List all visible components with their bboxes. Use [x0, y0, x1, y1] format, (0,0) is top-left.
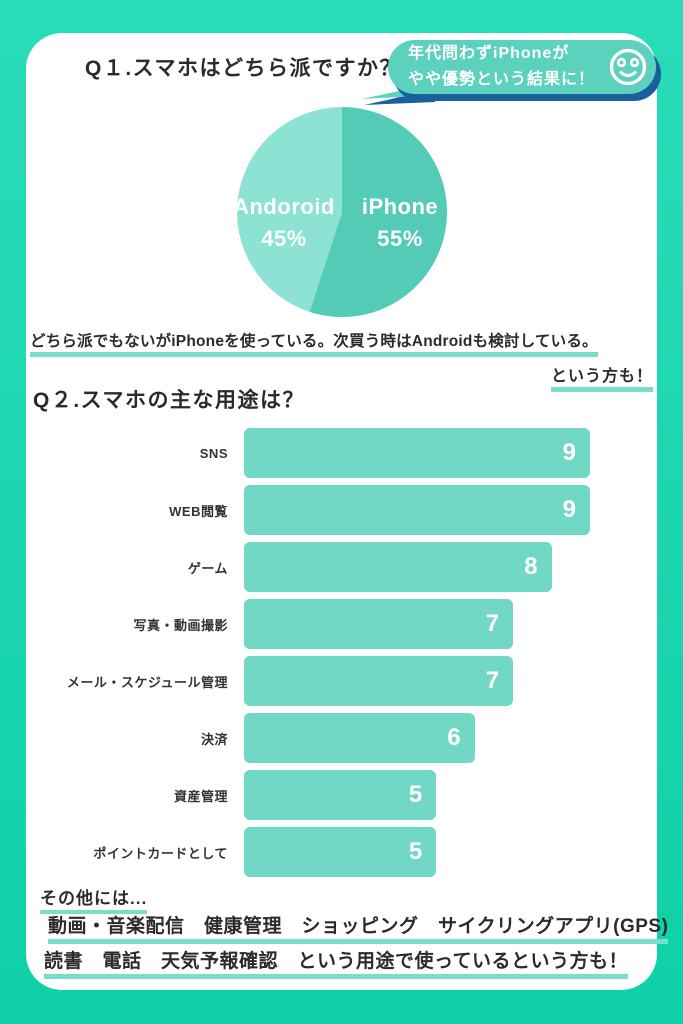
bar-label: ポイントカードとして — [93, 845, 228, 861]
bar: 8 — [244, 542, 552, 592]
bar: 9 — [244, 428, 590, 478]
q1-result-bubble: 年代問わずiPhoneが やや優勢という結果に！ — [388, 40, 656, 94]
q1-pie-chart: Andoroid 45% iPhone 55% — [233, 107, 447, 317]
bar-value: 7 — [485, 610, 500, 637]
bar: 7 — [244, 599, 514, 649]
pie-slice-iphone — [309, 107, 447, 317]
smiley-icon — [609, 48, 647, 86]
bar-value: 9 — [562, 496, 576, 523]
pie-label-iphone-name: iPhone — [361, 194, 439, 219]
bar-row: メール・スケジュール管理 7 — [38, 656, 628, 706]
pie-label-android-name: Andoroid — [233, 194, 335, 219]
bar-label: WEB閲覧 — [169, 503, 228, 519]
others-line-1: 動画・音楽配信 健康管理 ショッピング サイクリングアプリ(GPS) — [48, 911, 669, 944]
bar: 7 — [244, 656, 514, 706]
bar-row: ポイントカードとして 5 — [38, 827, 628, 877]
q1-note-line1: どちら派でもないがiPhoneを使っている。次買う時はAndroidも検討してい… — [30, 329, 598, 357]
bar-label: メール・スケジュール管理 — [66, 674, 228, 690]
bar: 9 — [244, 485, 590, 535]
bar-value: 9 — [562, 439, 576, 466]
speech-bubble-tail — [362, 81, 435, 105]
bar-row: 資産管理 5 — [38, 770, 628, 820]
bar-value: 6 — [447, 724, 461, 751]
bar-label: ゲーム — [187, 560, 228, 576]
bar-value: 8 — [524, 553, 538, 580]
bar: 5 — [244, 827, 437, 877]
others-line-2: 読書 電話 天気予報確認 という用途で使っているという方も！ — [44, 946, 629, 979]
bar-label: 決済 — [200, 731, 228, 747]
pie-svg — [237, 107, 447, 317]
bar-value: 5 — [408, 838, 423, 865]
bar-value: 5 — [408, 781, 423, 808]
q2-bar-chart: SNS 9 WEB閲覧 9 ゲーム 8 写真・動画撮影 7 メール・スケジュール管理 7 決済 6 資産… — [38, 428, 628, 884]
bar-row: ゲーム 8 — [38, 542, 628, 592]
bar-label: 資産管理 — [173, 788, 228, 804]
bubble-line-2: やや優勢という結果に！ — [408, 71, 596, 88]
pie-label-iphone-pct: 55% — [377, 225, 423, 251]
bar: 5 — [244, 770, 437, 820]
bar-label: SNS — [199, 445, 228, 461]
pie-label-iphone: iPhone 55% — [335, 191, 465, 255]
bar: 6 — [244, 713, 475, 763]
bar-row: 写真・動画撮影 7 — [38, 599, 628, 649]
q2-title: Q２.スマホの主な用途は？ — [33, 389, 306, 412]
bar-row: SNS 9 — [38, 428, 628, 478]
q1-title: Q１.スマホはどちら派ですか？ — [85, 57, 403, 80]
bar-row: 決済 6 — [38, 713, 628, 763]
bubble-line-1: 年代問わずiPhoneが — [408, 45, 570, 63]
pie-label-android: Andoroid 45% — [219, 191, 349, 255]
bubble-text: 年代問わずiPhoneが やや優勢という結果に！ — [408, 41, 608, 92]
pie-label-android-pct: 45% — [261, 225, 307, 251]
q1-note-line2: という方も！ — [550, 362, 653, 392]
bar-label: 写真・動画撮影 — [133, 617, 228, 633]
others-label: その他には... — [40, 884, 148, 914]
bar-value: 7 — [485, 667, 500, 694]
bar-row: WEB閲覧 9 — [38, 485, 628, 535]
pie-slice-andoroid — [237, 107, 342, 312]
